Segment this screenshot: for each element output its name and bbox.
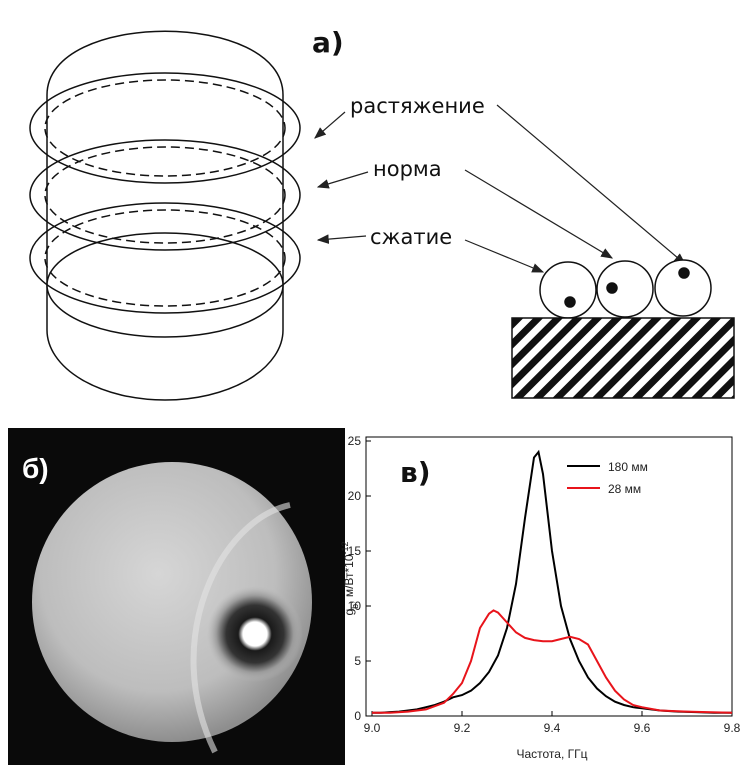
- ring-dashed: [45, 80, 285, 176]
- cylinder-top: [47, 31, 283, 95]
- arrow: [465, 240, 543, 272]
- photo-spot: [207, 586, 303, 682]
- chart-title: в): [400, 456, 431, 489]
- x-axis-label: Частота, ГГц: [516, 747, 587, 761]
- line-series: [372, 610, 732, 712]
- y-axis-label-part: , м/Вт*10: [342, 554, 356, 604]
- annotation: норма: [373, 157, 442, 181]
- line-series: [372, 452, 732, 713]
- y-tick-label: 0: [354, 709, 361, 723]
- panel-label: б): [22, 453, 49, 484]
- annotation: растяжение: [350, 94, 485, 118]
- panel-label: а): [312, 26, 344, 59]
- x-tick-label: 9.2: [454, 721, 471, 735]
- figure: а) растяжение норма сжатие б) 0510152025…: [0, 0, 742, 765]
- annotation: сжатие: [370, 225, 452, 249]
- grain: [540, 262, 596, 318]
- y-tick-label: 5: [354, 654, 361, 668]
- arrow: [315, 112, 345, 138]
- grain-dot: [679, 268, 689, 278]
- arrow: [497, 105, 685, 264]
- x-tick-label: 9.4: [544, 721, 561, 735]
- grain: [597, 261, 653, 317]
- legend-label: 28 мм: [608, 482, 641, 496]
- grains: [512, 260, 734, 398]
- y-axis-label-part: -12: [340, 541, 350, 554]
- ring: [30, 73, 300, 183]
- y-tick-label: 25: [348, 434, 362, 448]
- cylinder-base: [47, 233, 283, 337]
- photo: б): [8, 428, 345, 765]
- ring-dashed: [45, 147, 285, 243]
- arrow: [318, 236, 366, 240]
- x-tick-label: 9.8: [724, 721, 741, 735]
- y-tick-label: 20: [348, 489, 362, 503]
- x-tick-label: 9.6: [634, 721, 651, 735]
- diagram: [30, 31, 300, 400]
- x-tick-label: 9.0: [364, 721, 381, 735]
- substrate: [512, 318, 734, 398]
- grain-dot: [565, 297, 575, 307]
- cylinder-bottom: [47, 330, 283, 400]
- arrow: [318, 172, 368, 187]
- legend-label: 180 мм: [608, 460, 648, 474]
- y-axis-label-part: g: [342, 609, 356, 616]
- grain-dot: [607, 283, 617, 293]
